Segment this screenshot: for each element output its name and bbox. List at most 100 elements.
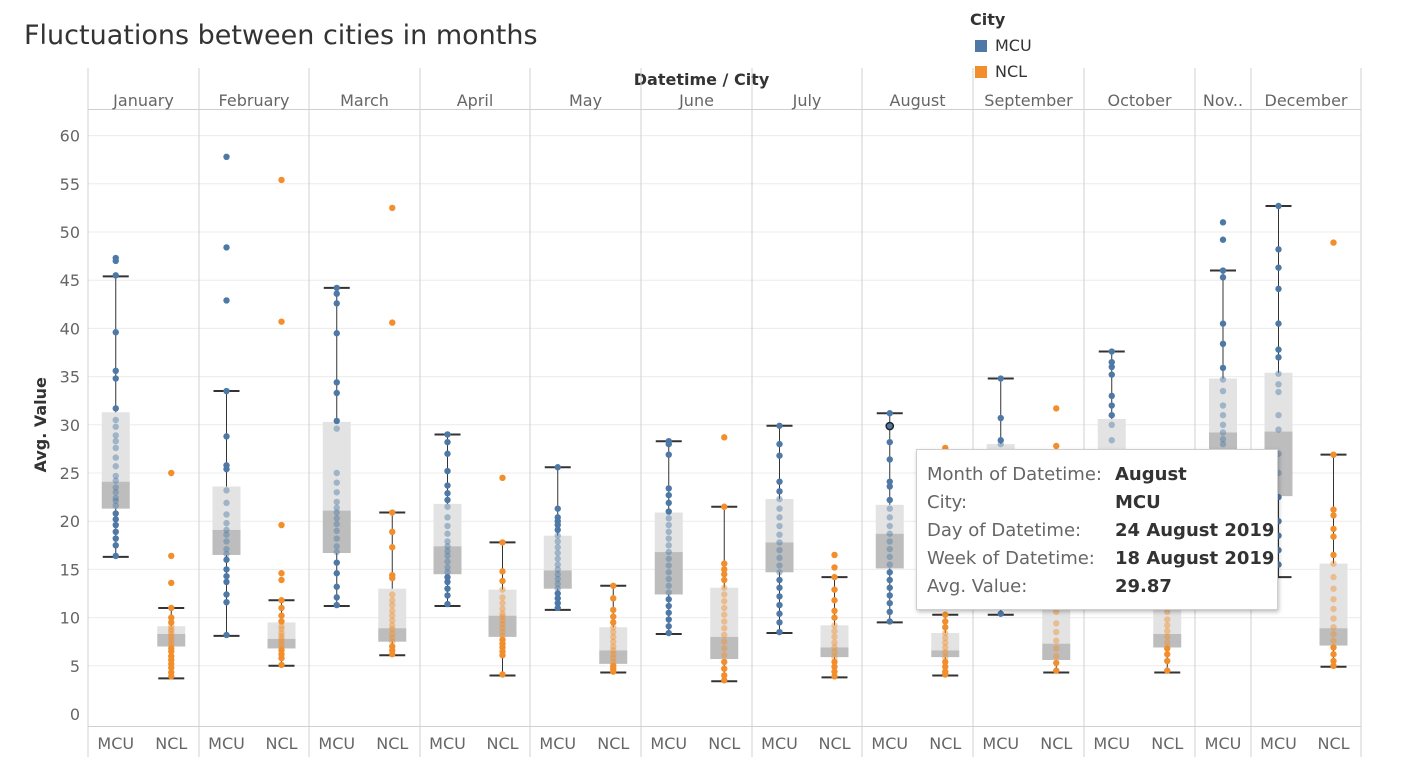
data-point [665, 548, 672, 556]
legend-item-ncl[interactable]: NCL [975, 62, 1027, 81]
data-point [333, 284, 340, 292]
data-point [499, 474, 506, 482]
data-point [168, 633, 175, 641]
data-point [112, 489, 119, 496]
data-point [886, 438, 893, 446]
x-tick-label: NCL [1151, 734, 1183, 753]
data-point [1164, 608, 1171, 616]
data-point [389, 622, 396, 629]
data-point [278, 318, 285, 325]
data-point [499, 651, 506, 659]
data-point [168, 636, 175, 643]
data-point [665, 569, 672, 576]
data-point [721, 625, 728, 632]
data-point [112, 367, 119, 375]
data-point [112, 535, 119, 542]
tooltip-value: MCU [1115, 492, 1161, 513]
data-point [1275, 320, 1282, 327]
data-point [776, 495, 783, 503]
data-point [610, 643, 617, 650]
data-point [333, 425, 340, 432]
data-point [776, 619, 783, 626]
data-point [223, 531, 230, 538]
box-lower [543, 570, 572, 589]
box-lower [433, 546, 462, 575]
data-point [1164, 657, 1171, 665]
month-header-0: January [112, 91, 174, 110]
box-upper [267, 622, 296, 639]
data-point [444, 514, 451, 521]
data-point [997, 437, 1004, 444]
data-point [831, 644, 838, 651]
data-point [665, 629, 672, 637]
data-point [942, 671, 949, 678]
data-point [389, 617, 396, 624]
data-point [1219, 267, 1227, 274]
data-point [1108, 371, 1115, 378]
x-tick-label: MCU [1205, 734, 1242, 753]
data-point [333, 504, 340, 511]
data-point [499, 671, 506, 678]
data-point [721, 618, 728, 625]
data-point [554, 571, 561, 578]
data-point [112, 484, 119, 491]
data-point [223, 297, 230, 304]
data-point [721, 677, 728, 684]
data-point [721, 591, 728, 598]
month-header-3: April [457, 91, 494, 110]
data-point [333, 330, 340, 337]
x-tick-label: MCU [97, 734, 134, 753]
data-point [168, 673, 175, 680]
data-point [112, 528, 119, 536]
box-upper [765, 499, 794, 543]
box-upper [710, 587, 739, 637]
data-point [1275, 426, 1282, 433]
box-upper [488, 589, 517, 616]
data-point [333, 379, 340, 386]
legend-item-mcu[interactable]: MCU [975, 36, 1032, 55]
box-lower [322, 510, 351, 554]
data-point [278, 661, 285, 669]
box-lower [1319, 628, 1348, 646]
data-point [665, 589, 672, 596]
data-point [1219, 376, 1227, 383]
tooltip-value: 29.87 [1115, 576, 1172, 597]
data-point [665, 562, 672, 569]
data-point [1275, 381, 1282, 388]
data-point [168, 579, 175, 587]
data-point [112, 552, 119, 560]
data-point [168, 469, 175, 477]
data-point [389, 601, 396, 609]
data-point [444, 573, 451, 581]
data-point [1164, 616, 1171, 623]
data-point [554, 590, 561, 597]
data-point [886, 456, 893, 463]
data-point [112, 329, 119, 336]
data-point [1053, 628, 1060, 636]
data-point [278, 632, 285, 640]
data-point [1219, 411, 1227, 419]
data-point [1219, 236, 1227, 243]
data-point [223, 572, 230, 580]
box-lower [212, 529, 241, 555]
data-point [886, 576, 893, 584]
data-point [554, 585, 561, 592]
box-upper [599, 627, 628, 651]
y-tick-label: 50 [60, 223, 80, 242]
data-point [1330, 239, 1337, 246]
data-point [278, 612, 285, 619]
box-upper [931, 633, 960, 651]
data-point [499, 599, 506, 607]
data-point [444, 569, 451, 576]
data-point [499, 577, 506, 585]
x-tick-label: MCU [761, 734, 798, 753]
data-point [831, 639, 838, 646]
data-point [610, 654, 617, 662]
data-point [1053, 667, 1060, 674]
data-point [278, 597, 285, 604]
data-point [389, 651, 396, 658]
data-point [112, 472, 119, 480]
data-point [278, 570, 285, 577]
data-point [1164, 651, 1171, 658]
